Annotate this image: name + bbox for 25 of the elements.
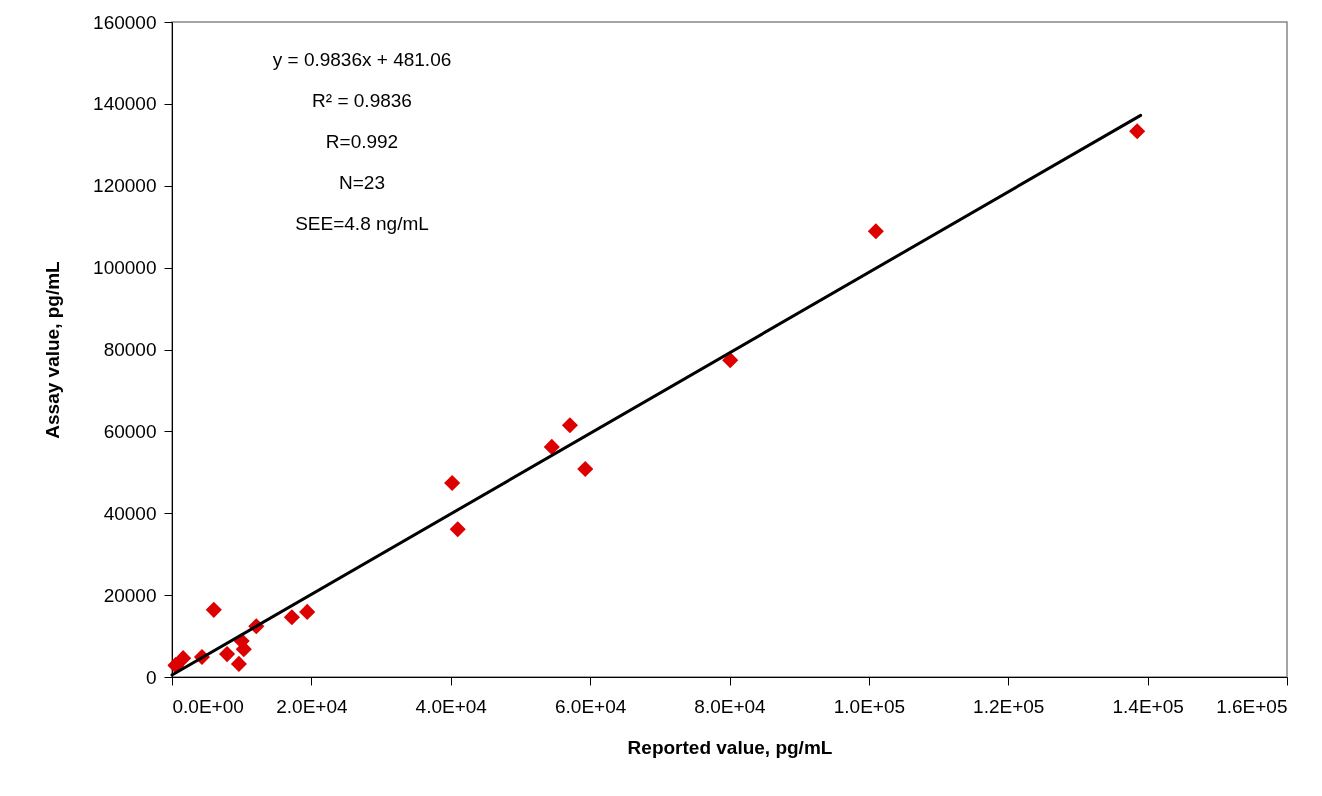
y-axis-title: Assay value, pg/mL	[42, 260, 64, 439]
y-tick-label: 80000	[103, 339, 157, 360]
x-tick-label: 8.0E+04	[694, 695, 767, 717]
y-tick-label: 0	[145, 666, 157, 688]
x-tick-label: 6.0E+04	[554, 695, 627, 717]
y-tick-label: 160000	[93, 11, 157, 33]
x-tick-label: 4.0E+04	[415, 695, 488, 717]
x-tick-label: 2.0E+04	[276, 695, 348, 717]
x-axis-title: Reported value, pg/mL	[627, 736, 833, 758]
y-tick-label: 20000	[103, 584, 157, 606]
y-tick-label: 120000	[93, 175, 157, 197]
annotation: SEE=4.8 ng/mL	[295, 213, 429, 234]
annotation: R² = 0.9836	[312, 90, 412, 111]
x-tick-label: 1.2E+05	[973, 695, 1045, 717]
x-tick-label: 1.0E+05	[833, 695, 906, 717]
y-tick-label: 100000	[93, 257, 157, 279]
annotation: y = 0.9836x + 481.06	[272, 49, 452, 70]
y-tick-label: 140000	[93, 93, 157, 115]
x-tick-label: 1.6E+05	[1216, 695, 1288, 717]
annotation: N=23	[339, 172, 385, 193]
x-tick-label: 0.0E+00	[172, 695, 244, 717]
y-tick-label: 60000	[103, 420, 157, 442]
annotation: R=0.992	[325, 131, 399, 152]
y-tick-label: 40000	[103, 502, 157, 524]
x-tick-label: 1.4E+05	[1112, 695, 1184, 717]
